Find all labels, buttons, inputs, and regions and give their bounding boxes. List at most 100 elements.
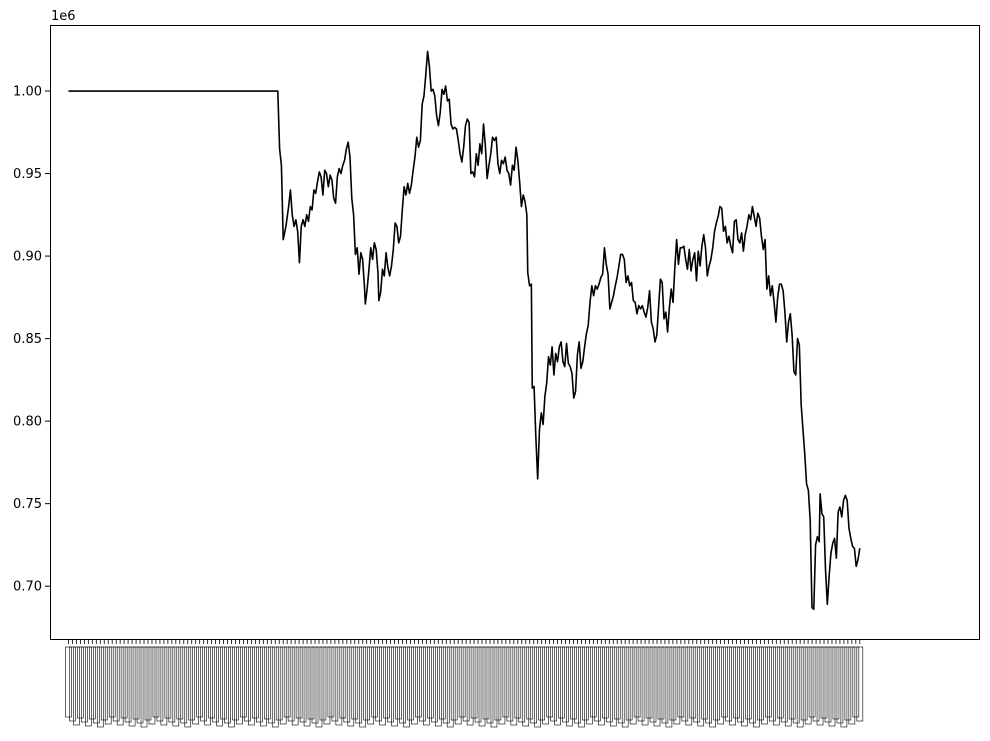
x-tick-label	[323, 646, 331, 725]
x-tick-label	[677, 646, 685, 718]
x-tick-label	[470, 646, 478, 719]
x-tick-label	[621, 646, 629, 728]
x-tick-label	[530, 646, 538, 724]
x-tick-label	[570, 646, 577, 720]
x-tick-label	[287, 646, 295, 722]
y-tick-label: 0.90	[13, 250, 42, 265]
x-tick-label	[359, 646, 367, 728]
x-tick-label	[363, 646, 371, 721]
x-tick-label	[168, 646, 176, 723]
x-tick-label	[697, 646, 705, 727]
x-tick-label	[188, 646, 196, 721]
x-tick-label	[788, 646, 796, 720]
x-tick-label	[605, 646, 613, 723]
x-tick-label	[494, 646, 502, 721]
x-tick-label	[355, 646, 363, 724]
x-tick-label	[713, 646, 720, 721]
x-tick-label	[749, 646, 756, 724]
x-tick-label	[518, 646, 526, 723]
x-tick-label	[462, 646, 470, 722]
x-tick-label	[431, 646, 438, 723]
x-tick-label	[558, 646, 565, 719]
x-tick-label	[136, 646, 144, 724]
x-tick-label	[279, 646, 287, 725]
x-tick-label	[204, 646, 211, 726]
x-tick-label	[200, 646, 207, 722]
x-tick-label	[216, 646, 223, 727]
x-tick-label	[69, 646, 76, 722]
x-tick-label	[776, 646, 784, 719]
y-tick-label: 0.70	[13, 580, 42, 595]
x-tick-label	[335, 646, 343, 726]
x-tick-label	[844, 646, 852, 721]
x-tick-label	[180, 646, 188, 724]
x-tick-label	[772, 646, 780, 726]
y-axis: 0.70 0.75 0.80 0.85 0.90 0.95 1.00	[13, 85, 50, 595]
x-tick-label	[701, 646, 709, 720]
x-tick-label	[403, 646, 410, 728]
x-tick-label	[502, 646, 510, 718]
x-tick-label	[104, 646, 112, 725]
x-tick-label	[391, 646, 398, 727]
x-tick-label	[224, 646, 231, 724]
x-tick-label	[669, 646, 677, 721]
x-tick-label	[399, 646, 406, 724]
x-tick-label	[379, 646, 386, 726]
x-tick-label	[81, 646, 88, 723]
x-tick-label	[267, 646, 275, 724]
x-tick-label	[729, 646, 736, 726]
x-tick-label	[140, 646, 148, 728]
x-tick-label	[538, 646, 545, 721]
x-tick-label	[486, 646, 494, 724]
x-tick-label	[753, 646, 760, 728]
x-tick-label	[534, 646, 542, 728]
x-tick-label	[351, 646, 359, 720]
x-tick-label	[176, 646, 184, 720]
x-tick-label	[427, 646, 434, 719]
x-tick-label	[446, 646, 454, 728]
x-tick-label	[415, 646, 422, 718]
x-tick-label	[598, 646, 605, 726]
x-tick-label	[343, 646, 351, 723]
x-tick-label	[689, 646, 697, 719]
x-tick-label	[172, 646, 180, 727]
x-tick-label	[128, 646, 136, 727]
x-tick-label	[311, 646, 319, 724]
x-tick-label	[649, 646, 657, 723]
x-tick-label	[562, 646, 569, 723]
x-tick-label	[423, 646, 430, 726]
x-tick-label	[73, 646, 80, 726]
x-tick-label	[466, 646, 474, 726]
x-tick-label	[240, 646, 247, 718]
x-tick-label	[784, 646, 792, 727]
x-tick-label	[438, 646, 446, 720]
x-tick-label	[232, 646, 239, 721]
x-tick-label	[824, 646, 832, 723]
x-tick-label	[804, 646, 812, 725]
x-tick-label	[550, 646, 557, 722]
x-tick-label	[434, 646, 442, 727]
x-tick-label	[275, 646, 283, 721]
x-tick-label	[578, 646, 585, 728]
x-tick-label	[685, 646, 693, 726]
x-tick-label	[761, 646, 768, 725]
x-tick-label	[594, 646, 601, 722]
y-tick-label: 0.85	[13, 332, 42, 347]
x-tick-label	[800, 646, 808, 721]
x-tick-label	[808, 646, 816, 718]
x-tick-label	[299, 646, 307, 723]
x-tick-label	[387, 646, 394, 723]
x-tick-label	[383, 646, 390, 719]
x-tick-label	[609, 646, 617, 727]
x-tick-label	[856, 646, 864, 722]
x-tick-label	[411, 646, 418, 725]
x-tick-label	[828, 646, 836, 727]
x-tick-label	[85, 646, 92, 727]
x-tick-label	[152, 646, 160, 718]
axes-frame	[50, 25, 980, 640]
x-tick-label	[693, 646, 701, 723]
x-tick-label	[840, 646, 848, 728]
x-tick-label	[812, 646, 820, 722]
x-tick-label	[629, 646, 637, 725]
